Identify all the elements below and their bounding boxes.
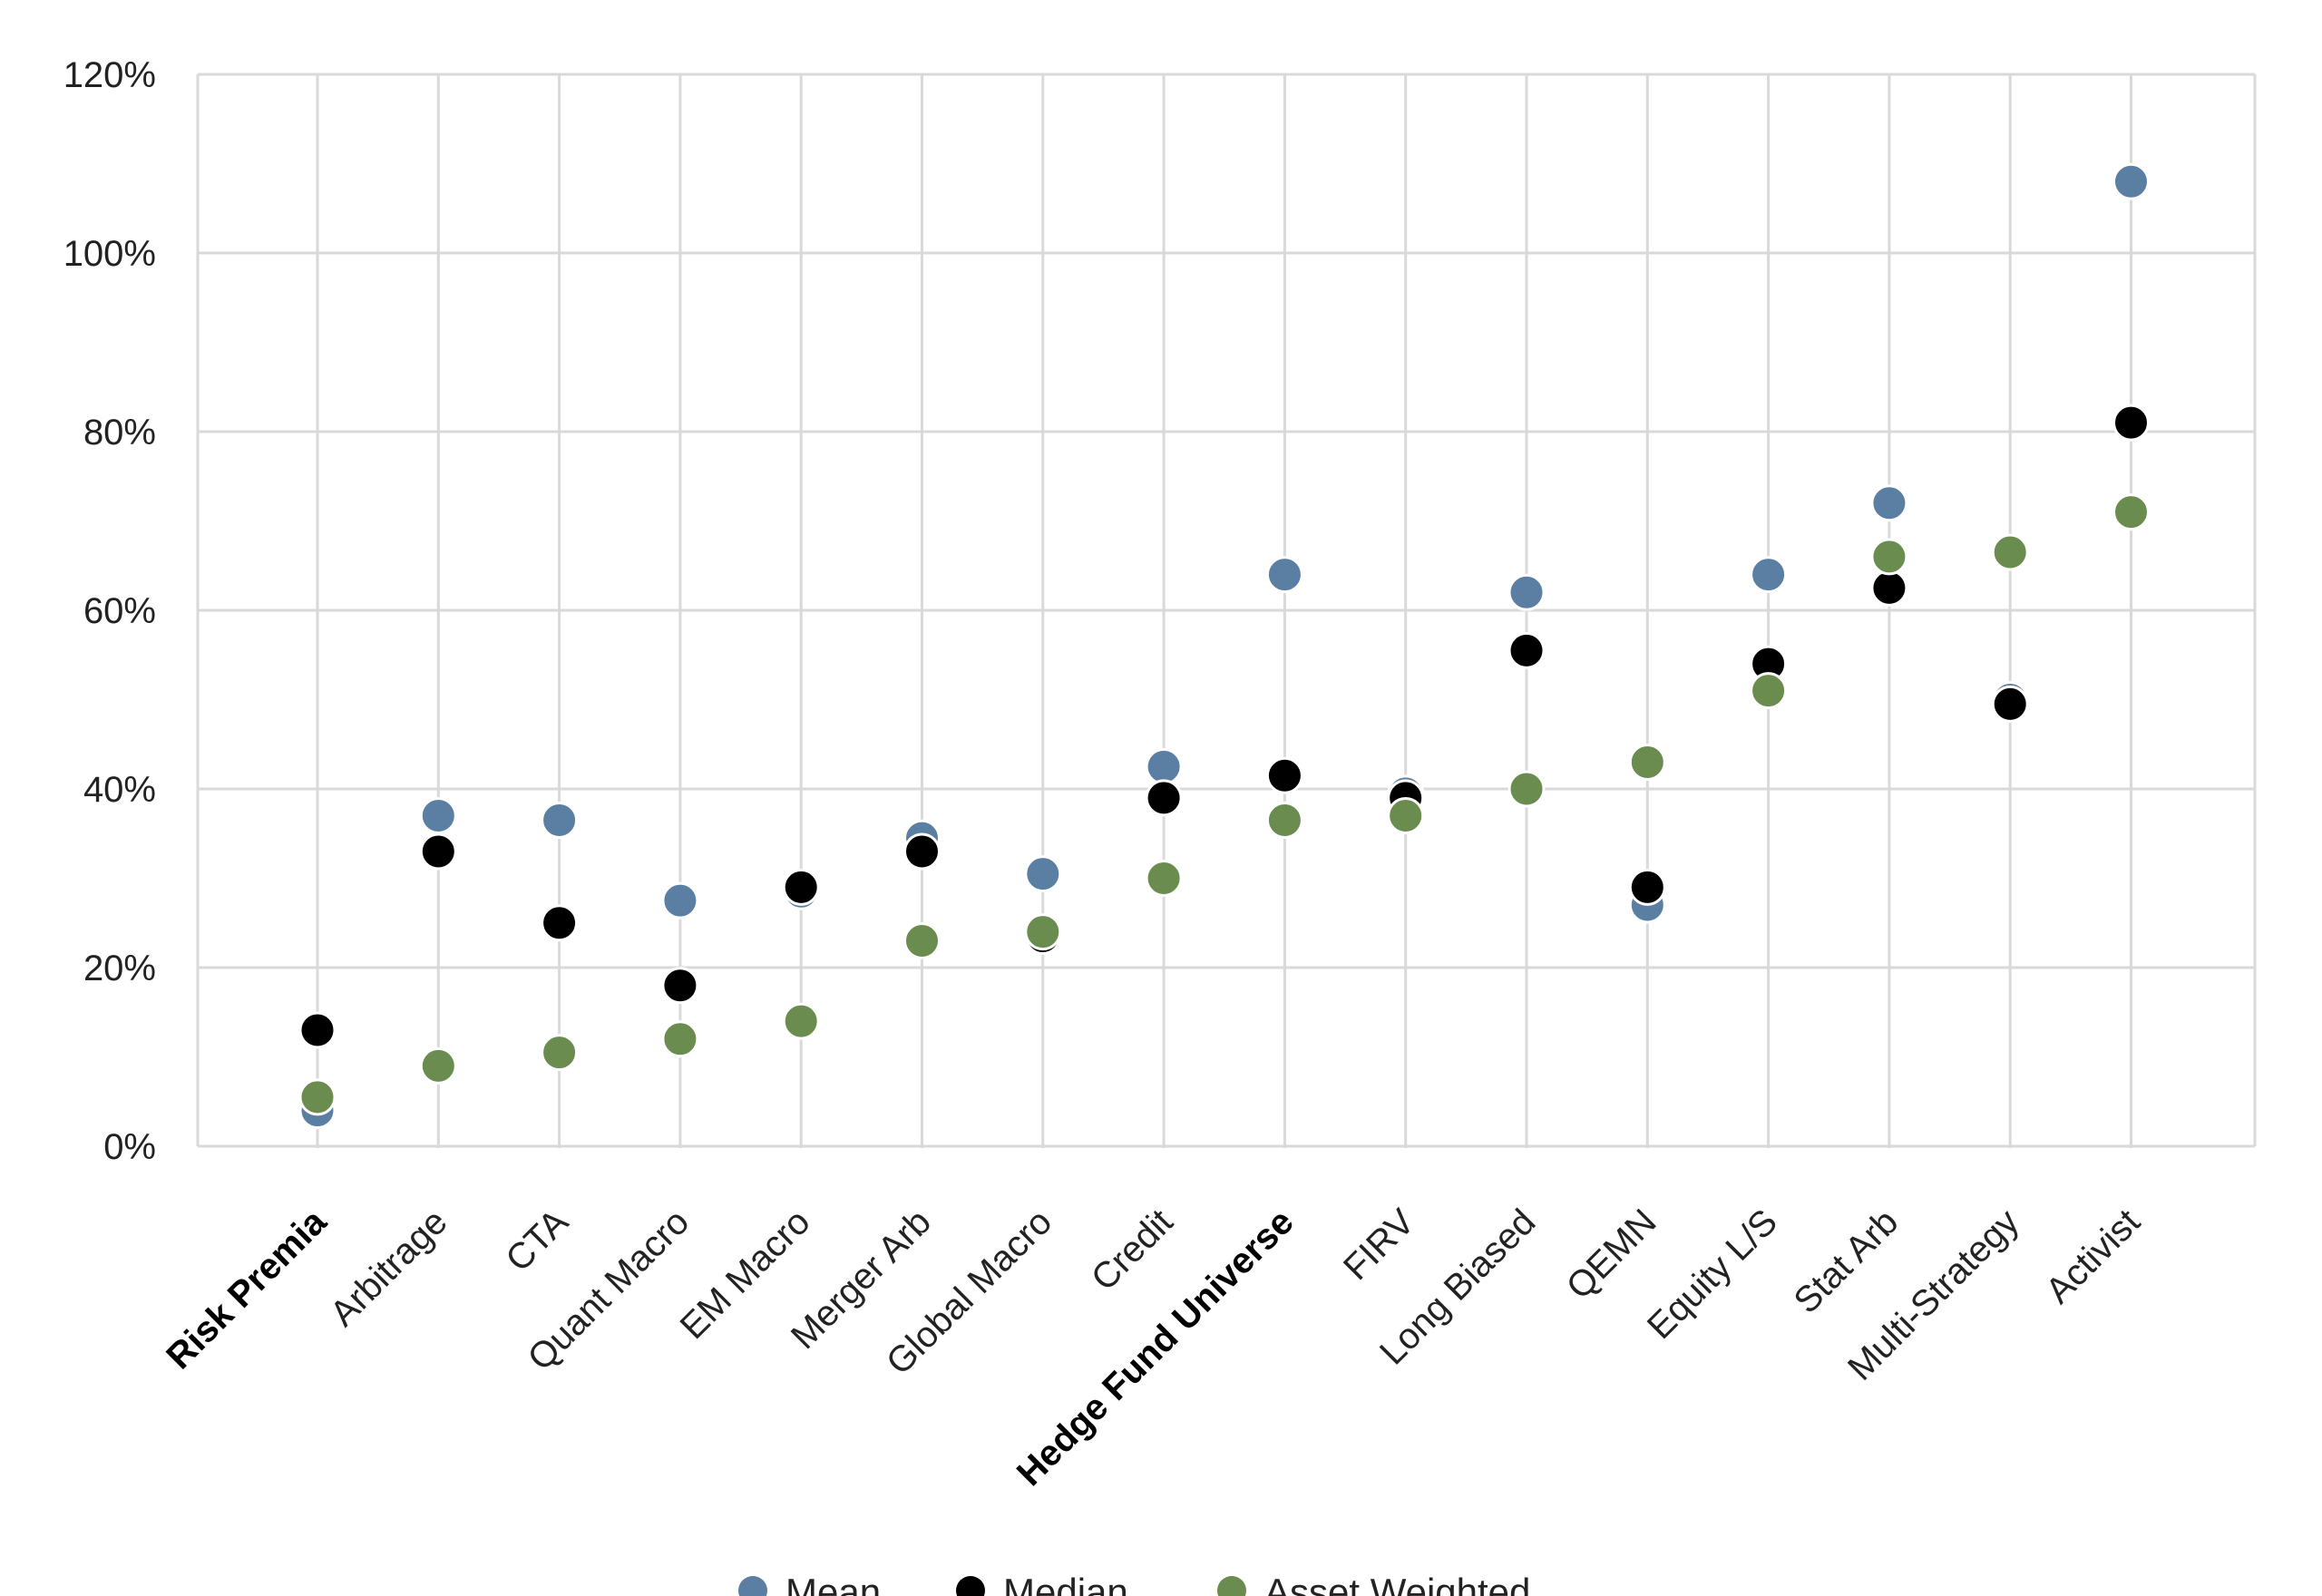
data-point-median bbox=[1870, 569, 1908, 607]
data-point-median bbox=[1628, 868, 1666, 906]
data-point-asset-weighted bbox=[298, 1078, 337, 1116]
data-point-median bbox=[2112, 404, 2150, 442]
data-point-asset-weighted bbox=[782, 1002, 820, 1040]
x-category-label: Credit bbox=[1084, 1202, 1181, 1299]
data-point-median bbox=[298, 1011, 337, 1049]
x-category-label: Arbitrage bbox=[323, 1202, 455, 1334]
data-point-asset-weighted bbox=[1145, 860, 1183, 897]
data-point-asset-weighted bbox=[903, 921, 941, 959]
data-point-mean bbox=[1870, 484, 1908, 522]
legend-label: Asset Weighted bbox=[1264, 1571, 1530, 1596]
data-points bbox=[298, 162, 2150, 1130]
data-point-mean bbox=[419, 797, 457, 835]
data-point-asset-weighted bbox=[1991, 533, 2029, 571]
x-category-label: FIRV bbox=[1336, 1202, 1422, 1288]
data-point-median bbox=[1265, 756, 1303, 794]
y-axis-ticks: 0% 20% 40% 60% 80% 100% 120% bbox=[63, 55, 156, 1167]
data-point-asset-weighted bbox=[1870, 538, 1908, 576]
legend-label: Median bbox=[1003, 1571, 1128, 1596]
x-category-label: Activist bbox=[2038, 1202, 2148, 1311]
y-tick-label: 80% bbox=[83, 413, 156, 453]
data-point-median bbox=[1507, 631, 1546, 669]
data-point-asset-weighted bbox=[1387, 797, 1425, 835]
data-point-median bbox=[419, 832, 457, 871]
data-point-median bbox=[661, 967, 699, 1005]
data-point-median bbox=[782, 868, 820, 906]
x-category-label: Equity L/S bbox=[1640, 1202, 1785, 1347]
data-point-median bbox=[903, 832, 941, 871]
data-point-median bbox=[1145, 779, 1183, 817]
y-tick-label: 40% bbox=[83, 770, 156, 810]
data-point-median bbox=[1991, 685, 2029, 723]
data-point-asset-weighted bbox=[1628, 743, 1666, 781]
x-category-label: QEMN bbox=[1559, 1202, 1664, 1307]
x-category-label: CTA bbox=[498, 1202, 576, 1280]
legend-label: Mean bbox=[785, 1571, 881, 1596]
data-point-mean bbox=[541, 801, 579, 839]
y-tick-label: 100% bbox=[63, 234, 156, 274]
data-point-asset-weighted bbox=[1507, 770, 1546, 808]
grid bbox=[196, 73, 2257, 1148]
y-tick-label: 60% bbox=[83, 591, 156, 631]
legend-marker-mean bbox=[738, 1576, 767, 1596]
y-tick-label: 120% bbox=[63, 55, 156, 95]
data-point-asset-weighted bbox=[661, 1020, 699, 1058]
x-category-label: Risk Premia bbox=[159, 1202, 335, 1377]
data-point-mean bbox=[1507, 573, 1546, 611]
y-tick-label: 0% bbox=[103, 1127, 156, 1167]
data-point-mean bbox=[1750, 556, 1788, 594]
data-point-median bbox=[541, 904, 579, 942]
legend-marker-asset-weighted bbox=[1217, 1576, 1246, 1596]
data-point-asset-weighted bbox=[2112, 493, 2150, 531]
legend-marker-median bbox=[956, 1576, 985, 1596]
data-point-asset-weighted bbox=[1750, 672, 1788, 710]
data-point-mean bbox=[1145, 747, 1183, 785]
data-point-asset-weighted bbox=[1265, 801, 1303, 839]
data-point-mean bbox=[2112, 162, 2150, 200]
data-point-mean bbox=[661, 881, 699, 920]
data-point-mean bbox=[1265, 556, 1303, 594]
y-tick-label: 20% bbox=[83, 949, 156, 988]
legend: Mean Median Asset Weighted bbox=[738, 1571, 1530, 1596]
data-point-asset-weighted bbox=[541, 1034, 579, 1072]
data-point-asset-weighted bbox=[419, 1046, 457, 1085]
x-category-label: Stat Arb bbox=[1787, 1202, 1907, 1321]
data-point-asset-weighted bbox=[1024, 913, 1062, 951]
data-point-mean bbox=[1024, 855, 1062, 893]
